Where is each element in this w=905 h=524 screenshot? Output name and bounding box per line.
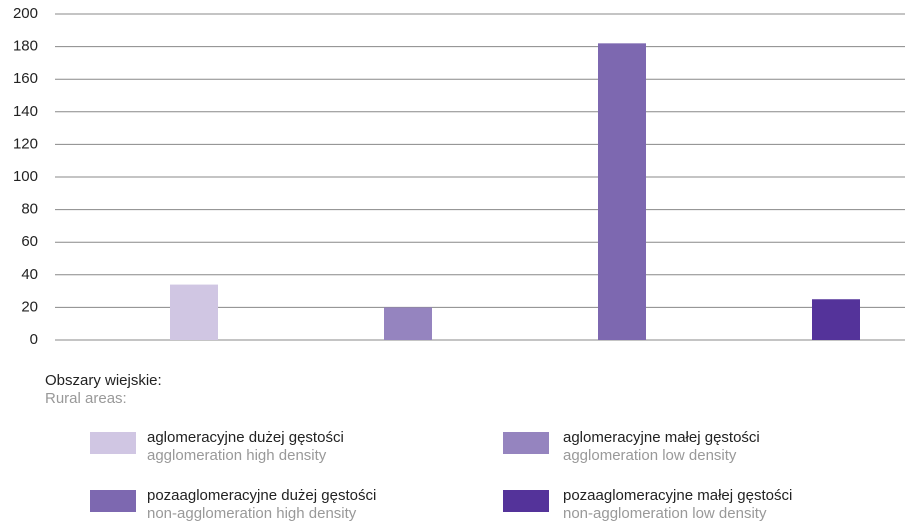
legend-title: Obszary wiejskie:: [45, 372, 162, 389]
legend-label: pozaaglomeracyjne małej gęstości: [563, 487, 792, 504]
y-tick-label: 100: [13, 168, 38, 185]
bar: [170, 284, 218, 340]
legend-label: aglomeracyjne małej gęstości: [563, 429, 760, 446]
legend-sublabel: non-agglomeration high density: [147, 505, 357, 522]
y-tick-label: 0: [30, 331, 38, 348]
legend-label: aglomeracyjne dużej gęstości: [147, 429, 344, 446]
y-tick-label: 60: [21, 233, 38, 250]
legend-sublabel: non-agglomeration low density: [563, 505, 767, 522]
legend-sublabel: agglomeration low density: [563, 447, 737, 464]
y-tick-label: 20: [21, 298, 38, 315]
legend-swatch: [503, 490, 549, 512]
legend-swatch: [90, 432, 136, 454]
legend-sublabel: agglomeration high density: [147, 447, 327, 464]
legend-swatch: [503, 432, 549, 454]
y-tick-label: 180: [13, 38, 38, 55]
legend-label: pozaaglomeracyjne dużej gęstości: [147, 487, 376, 504]
bar: [812, 299, 860, 340]
bar: [384, 307, 432, 340]
bar: [598, 43, 646, 341]
y-tick-label: 80: [21, 201, 38, 218]
y-tick-label: 140: [13, 103, 38, 120]
legend-subtitle: Rural areas:: [45, 390, 127, 407]
y-tick-label: 160: [13, 70, 38, 87]
y-tick-label: 120: [13, 135, 38, 152]
y-tick-label: 200: [13, 5, 38, 22]
legend-swatch: [90, 490, 136, 512]
y-tick-label: 40: [21, 266, 38, 283]
